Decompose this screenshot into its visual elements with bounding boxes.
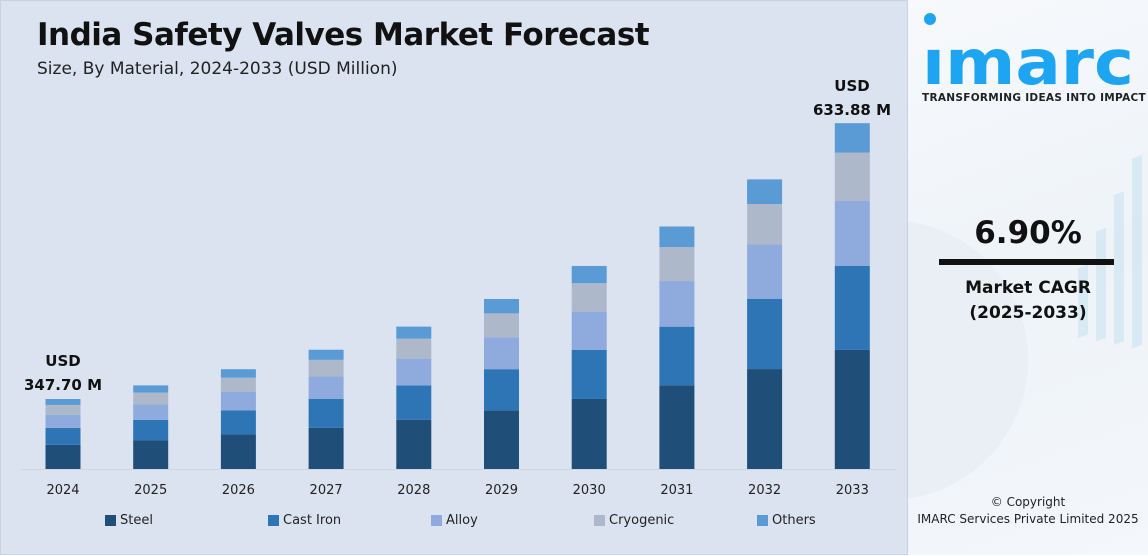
x-tick-label: 2025 bbox=[134, 483, 167, 498]
bar-others-2026 bbox=[220, 369, 256, 378]
annotation-2033-line2: 633.88 M bbox=[812, 101, 892, 119]
bar-cryogenic-2029 bbox=[484, 313, 519, 338]
bar-others-2024 bbox=[45, 399, 81, 405]
legend-item-steel: Steel bbox=[105, 513, 268, 528]
chart-panel: India Safety Valves Market Forecast Size… bbox=[0, 0, 908, 555]
legend-swatch bbox=[431, 515, 442, 526]
bar-steel-2028 bbox=[396, 419, 432, 469]
bar-steel-2030 bbox=[571, 398, 607, 469]
bar-others-2030 bbox=[571, 265, 607, 284]
bar-steel-2032 bbox=[747, 369, 783, 469]
bar-cryogenic-2026 bbox=[220, 377, 256, 392]
bar-cast-iron-2025 bbox=[133, 419, 169, 441]
bar-cryogenic-2032 bbox=[747, 204, 783, 245]
legend-item-cast-iron: Cast Iron bbox=[268, 513, 431, 528]
x-tick-label: 2031 bbox=[660, 483, 693, 498]
x-tick-label: 2032 bbox=[748, 483, 781, 498]
background-chart-graphic bbox=[908, 154, 1142, 499]
bar-cast-iron-2033 bbox=[834, 266, 870, 350]
bar-alloy-2028 bbox=[396, 358, 432, 386]
legend-label: Cryogenic bbox=[609, 513, 675, 528]
bar-steel-2033 bbox=[834, 349, 870, 469]
bar-alloy-2024 bbox=[45, 414, 81, 428]
x-tick-label: 2026 bbox=[222, 483, 255, 498]
annotation-2033-line1: USD bbox=[834, 77, 870, 95]
bar-alloy-2033 bbox=[834, 200, 870, 267]
bar-alloy-2027 bbox=[308, 376, 344, 399]
legend-item-others: Others bbox=[757, 513, 920, 528]
x-tick-label: 2027 bbox=[310, 483, 343, 498]
bar-steel-2031 bbox=[659, 385, 695, 469]
copyright: © Copyright IMARC Services Private Limit… bbox=[908, 494, 1148, 528]
bar-steel-2025 bbox=[133, 440, 169, 469]
bar-cryogenic-2030 bbox=[571, 283, 607, 312]
legend-item-alloy: Alloy bbox=[431, 513, 594, 528]
annotation-2033: USD 633.88 M bbox=[804, 74, 900, 122]
imarc-logo: ımarc bbox=[922, 13, 1134, 87]
bar-steel-2027 bbox=[308, 427, 344, 469]
bar-cast-iron-2028 bbox=[396, 385, 432, 420]
legend-swatch bbox=[105, 515, 116, 526]
bar-others-2028 bbox=[396, 326, 432, 339]
annotation-2024-line2: 347.70 M bbox=[23, 376, 103, 394]
annotation-2024-line1: USD bbox=[45, 352, 81, 370]
bar-alloy-2029 bbox=[484, 337, 519, 370]
bar-alloy-2026 bbox=[220, 391, 256, 411]
bar-steel-2026 bbox=[220, 434, 256, 469]
copyright-line2: IMARC Services Private Limited 2025 bbox=[917, 512, 1139, 526]
bar-cryogenic-2033 bbox=[834, 152, 870, 201]
cagr-label-text: Market CAGR bbox=[965, 278, 1091, 298]
bar-cast-iron-2029 bbox=[484, 369, 519, 411]
logo-tagline: TRANSFORMING IDEAS INTO IMPACT bbox=[922, 92, 1146, 104]
bar-cast-iron-2032 bbox=[747, 298, 783, 370]
svg-text:ımarc: ımarc bbox=[922, 26, 1134, 87]
bar-cryogenic-2025 bbox=[133, 392, 169, 405]
x-tick-label: 2030 bbox=[573, 483, 606, 498]
bar-cast-iron-2027 bbox=[308, 398, 344, 428]
x-tick-label: 2029 bbox=[485, 483, 518, 498]
chart-title: India Safety Valves Market Forecast bbox=[37, 17, 650, 53]
legend-swatch bbox=[268, 515, 279, 526]
cagr-label: Market CAGR (2025-2033) bbox=[908, 276, 1148, 326]
divider bbox=[939, 259, 1114, 265]
legend-swatch bbox=[594, 515, 605, 526]
bar-others-2032 bbox=[747, 179, 783, 205]
bar-cast-iron-2026 bbox=[220, 410, 256, 435]
bar-cryogenic-2024 bbox=[45, 404, 81, 415]
bar-others-2025 bbox=[133, 385, 169, 393]
bar-alloy-2030 bbox=[571, 311, 607, 350]
bar-others-2033 bbox=[834, 123, 870, 153]
legend-label: Others bbox=[772, 513, 816, 528]
legend-label: Cast Iron bbox=[283, 513, 342, 528]
chart-plot: 2024 2025 2026 2027 2028 2029 2030 2031 2032 2033 bbox=[21, 123, 896, 498]
bar-cast-iron-2031 bbox=[659, 326, 695, 386]
x-tick-label: 2024 bbox=[46, 483, 79, 498]
legend-item-cryogenic: Cryogenic bbox=[594, 513, 757, 528]
bar-cast-iron-2030 bbox=[571, 349, 607, 399]
bar-steel-2029 bbox=[484, 410, 519, 469]
bar-steel-2024 bbox=[45, 444, 81, 469]
copyright-line1: © Copyright bbox=[990, 495, 1066, 509]
legend-label: Steel bbox=[120, 513, 153, 528]
legend-label: Alloy bbox=[446, 513, 478, 528]
bar-alloy-2032 bbox=[747, 244, 783, 299]
cagr-period: (2025-2033) bbox=[969, 303, 1087, 323]
bar-alloy-2031 bbox=[659, 281, 695, 327]
bar-others-2029 bbox=[484, 298, 519, 314]
x-tick-label: 2028 bbox=[397, 483, 430, 498]
bar-cryogenic-2031 bbox=[659, 247, 695, 282]
bar-others-2031 bbox=[659, 226, 695, 248]
legend-swatch bbox=[757, 515, 768, 526]
chart-subtitle: Size, By Material, 2024-2033 (USD Millio… bbox=[37, 59, 398, 79]
x-tick-label: 2033 bbox=[836, 483, 869, 498]
side-panel: ımarc TRANSFORMING IDEAS INTO IMPACT 6.9… bbox=[908, 0, 1148, 555]
bar-cryogenic-2028 bbox=[396, 338, 432, 359]
bar-cryogenic-2027 bbox=[308, 359, 344, 377]
bar-alloy-2025 bbox=[133, 404, 169, 420]
bar-cast-iron-2024 bbox=[45, 427, 81, 445]
annotation-2024: USD 347.70 M bbox=[15, 349, 111, 397]
legend: Steel Cast Iron Alloy Cryogenic Others bbox=[105, 513, 920, 528]
bar-others-2027 bbox=[308, 349, 344, 360]
cagr-value: 6.90% bbox=[974, 215, 1082, 251]
